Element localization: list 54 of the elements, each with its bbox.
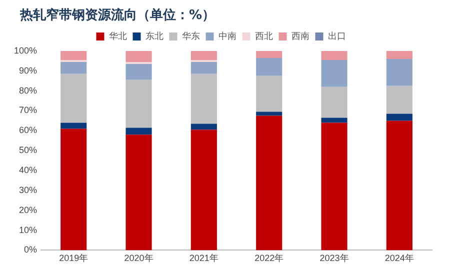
chart-title: 热轧窄带钢资源流向（单位：%） [20, 6, 216, 24]
y-tick-label: 60% [19, 125, 38, 136]
bar [256, 76, 282, 112]
bar [60, 51, 87, 60]
bar [386, 86, 412, 114]
x-tick-label: 2024年 [384, 253, 414, 264]
y-tick-label: 80% [19, 85, 38, 96]
bar [190, 130, 217, 250]
bar [190, 74, 217, 124]
bar [60, 62, 87, 74]
bar [321, 122, 348, 250]
bar [126, 134, 152, 250]
bar [190, 62, 217, 74]
bar [190, 124, 217, 130]
bar [321, 60, 348, 87]
legend-label: 西北 [254, 30, 273, 41]
y-tick-label: 0% [24, 244, 38, 255]
legend-label: 东北 [145, 30, 164, 41]
bar [321, 86, 348, 118]
bar [321, 118, 348, 123]
bar [256, 51, 282, 58]
x-tick-label: 2023年 [320, 253, 349, 264]
legend-label: 西南 [291, 30, 310, 41]
bar [386, 58, 412, 86]
bar [256, 58, 282, 76]
x-tick-label: 2021年 [189, 253, 218, 264]
y-tick-label: 20% [19, 204, 38, 215]
bar [190, 51, 217, 60]
bar [256, 116, 282, 250]
bar [60, 74, 87, 123]
bar [386, 114, 412, 121]
y-tick-label: 70% [19, 105, 38, 116]
bar [386, 120, 412, 250]
bar [60, 122, 87, 129]
x-tick-label: 2019年 [59, 253, 88, 264]
y-tick-label: 50% [19, 145, 38, 156]
legend-label: 华北 [108, 30, 127, 41]
y-tick-label: 100% [14, 45, 38, 56]
bar [126, 80, 152, 128]
bar [321, 51, 348, 60]
y-tick-label: 30% [19, 184, 38, 195]
bar [126, 51, 152, 62]
y-tick-label: 10% [19, 224, 38, 235]
x-tick-label: 2022年 [254, 253, 284, 264]
y-tick-label: 90% [19, 65, 38, 76]
bar [386, 51, 412, 59]
bar [126, 128, 152, 135]
legend-label: 出口 [328, 30, 346, 41]
legend-label: 华东 [182, 30, 200, 41]
x-tick-label: 2020年 [124, 253, 154, 264]
bar [60, 128, 87, 250]
bar [126, 64, 152, 80]
legend-label: 中南 [218, 30, 236, 41]
y-tick-label: 40% [19, 165, 38, 176]
